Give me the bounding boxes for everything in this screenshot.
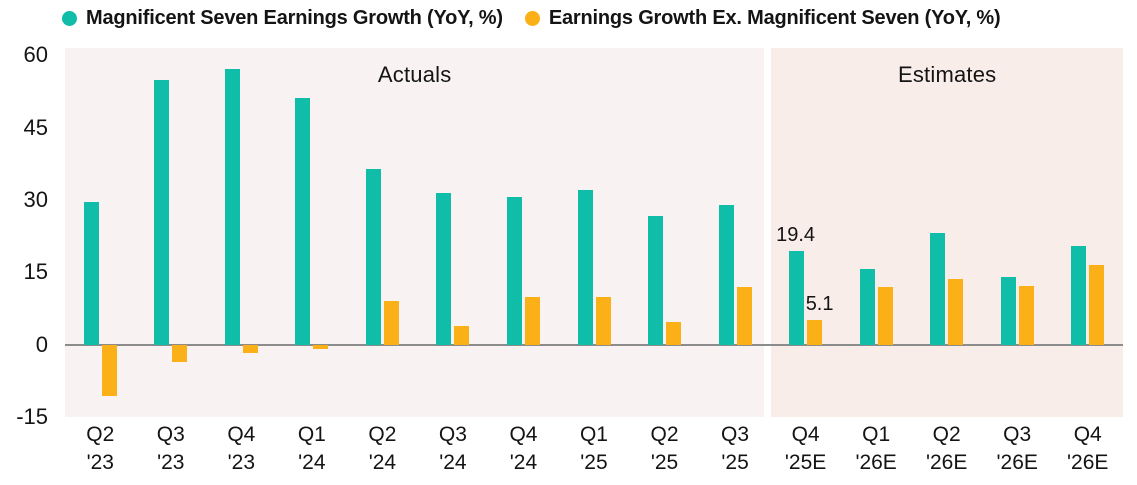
x-tick-label: Q4'25E (784, 423, 827, 474)
estimates-section-background: Estimates (771, 48, 1123, 417)
ex-mag7-bar-Q426E (1089, 265, 1105, 345)
ex-mag7-bar-Q425E (807, 320, 823, 345)
ex-mag7-bar-Q324 (454, 325, 470, 345)
bar-value-label: 19.4 (776, 224, 816, 247)
zero-axis-line (65, 343, 1123, 346)
x-tick-label: Q4'26E (1067, 423, 1109, 474)
y-tick-label: 30 (23, 186, 48, 212)
y-tick-label: -15 (16, 404, 48, 429)
y-tick-label: 15 (23, 259, 48, 285)
ex-mag7-bar-Q225 (666, 322, 682, 345)
ex-mag7-bar-Q226E (948, 279, 964, 345)
x-tick-label: Q2'25 (650, 423, 679, 474)
legend-label-mag7: Magnificent Seven Earnings Growth (YoY, … (86, 7, 503, 29)
x-tick-label: Q4'24 (509, 423, 538, 474)
x-axis: Q2'23 Q3'23 Q4'23 Q1'24 Q2'24 Q3'24 Q4'24 Q1'25… (65, 421, 1123, 481)
ex-mag7-bar-Q224 (383, 300, 399, 345)
mag7-bar-Q326E (1000, 276, 1016, 345)
x-tick-label: Q3'26E (996, 423, 1038, 474)
mag7-bar-Q223 (83, 202, 99, 345)
estimates-label: Estimates (897, 62, 997, 87)
ex-mag7-bar-Q325 (736, 286, 752, 345)
ex-mag7-bar-Q423 (242, 344, 258, 354)
mag7-bar-Q224 (365, 169, 381, 345)
mag7-bar-Q324 (436, 193, 452, 345)
legend-label-ex-mag7: Earnings Growth Ex. Magnificent Seven (Y… (548, 7, 1001, 29)
mag7-bar-Q226E (930, 232, 946, 345)
ex-mag7-series-dot-icon (524, 11, 540, 26)
ex-mag7-bar-Q223 (101, 344, 117, 397)
mag7-bar-Q423 (224, 69, 240, 345)
mag7-series-dot-icon (62, 11, 77, 26)
mag7-bar-Q126E (859, 269, 875, 345)
mag7-bar-Q323 (154, 80, 170, 345)
mag7-bar-Q424 (506, 197, 522, 345)
ex-mag7-bar-Q126E (877, 287, 893, 345)
x-tick-label: Q1'24 (297, 423, 326, 474)
y-tick-label: 45 (23, 114, 48, 140)
plot-area: Actuals Estimates 19.4 5.1 (65, 48, 1123, 417)
ex-mag7-bar-Q424 (524, 297, 540, 345)
legend-item-mag7: Magnificent Seven Earnings Growth (YoY, … (62, 7, 503, 30)
x-tick-label: Q3'23 (156, 423, 185, 474)
bar-value-label: 5.1 (805, 293, 834, 316)
ex-mag7-bar-Q323 (172, 344, 188, 363)
x-tick-label: Q2'26E (925, 423, 968, 474)
x-tick-label: Q2'23 (86, 423, 115, 474)
x-tick-label: Q1'26E (855, 423, 897, 474)
ex-mag7-bar-Q124 (313, 344, 329, 350)
mag7-bar-Q426E (1071, 246, 1087, 345)
mag7-bar-Q124 (295, 97, 311, 345)
x-tick-label: Q4'23 (227, 423, 256, 474)
x-tick-label: Q3'25 (721, 423, 750, 474)
mag7-bar-Q225 (648, 216, 664, 345)
y-tick-label: 0 (35, 331, 48, 357)
actuals-label: Actuals (377, 62, 452, 87)
mag7-bar-Q325 (718, 204, 734, 345)
mag7-bar-Q125 (577, 190, 593, 345)
ex-mag7-bar-Q326E (1018, 285, 1034, 345)
x-tick-label: Q1'25 (579, 423, 608, 474)
legend-item-ex-mag7: Earnings Growth Ex. Magnificent Seven (Y… (524, 7, 1001, 30)
mag7-bar-Q425E (789, 251, 805, 345)
x-tick-label: Q3'24 (438, 423, 467, 474)
ex-mag7-bar-Q125 (595, 297, 611, 345)
y-axis: 60 45 30 15 0 -15 (0, 0, 50, 485)
legend: Magnificent Seven Earnings Growth (YoY, … (62, 7, 1001, 30)
x-tick-label: Q2'24 (368, 423, 397, 474)
y-tick-label: 60 (23, 42, 48, 68)
